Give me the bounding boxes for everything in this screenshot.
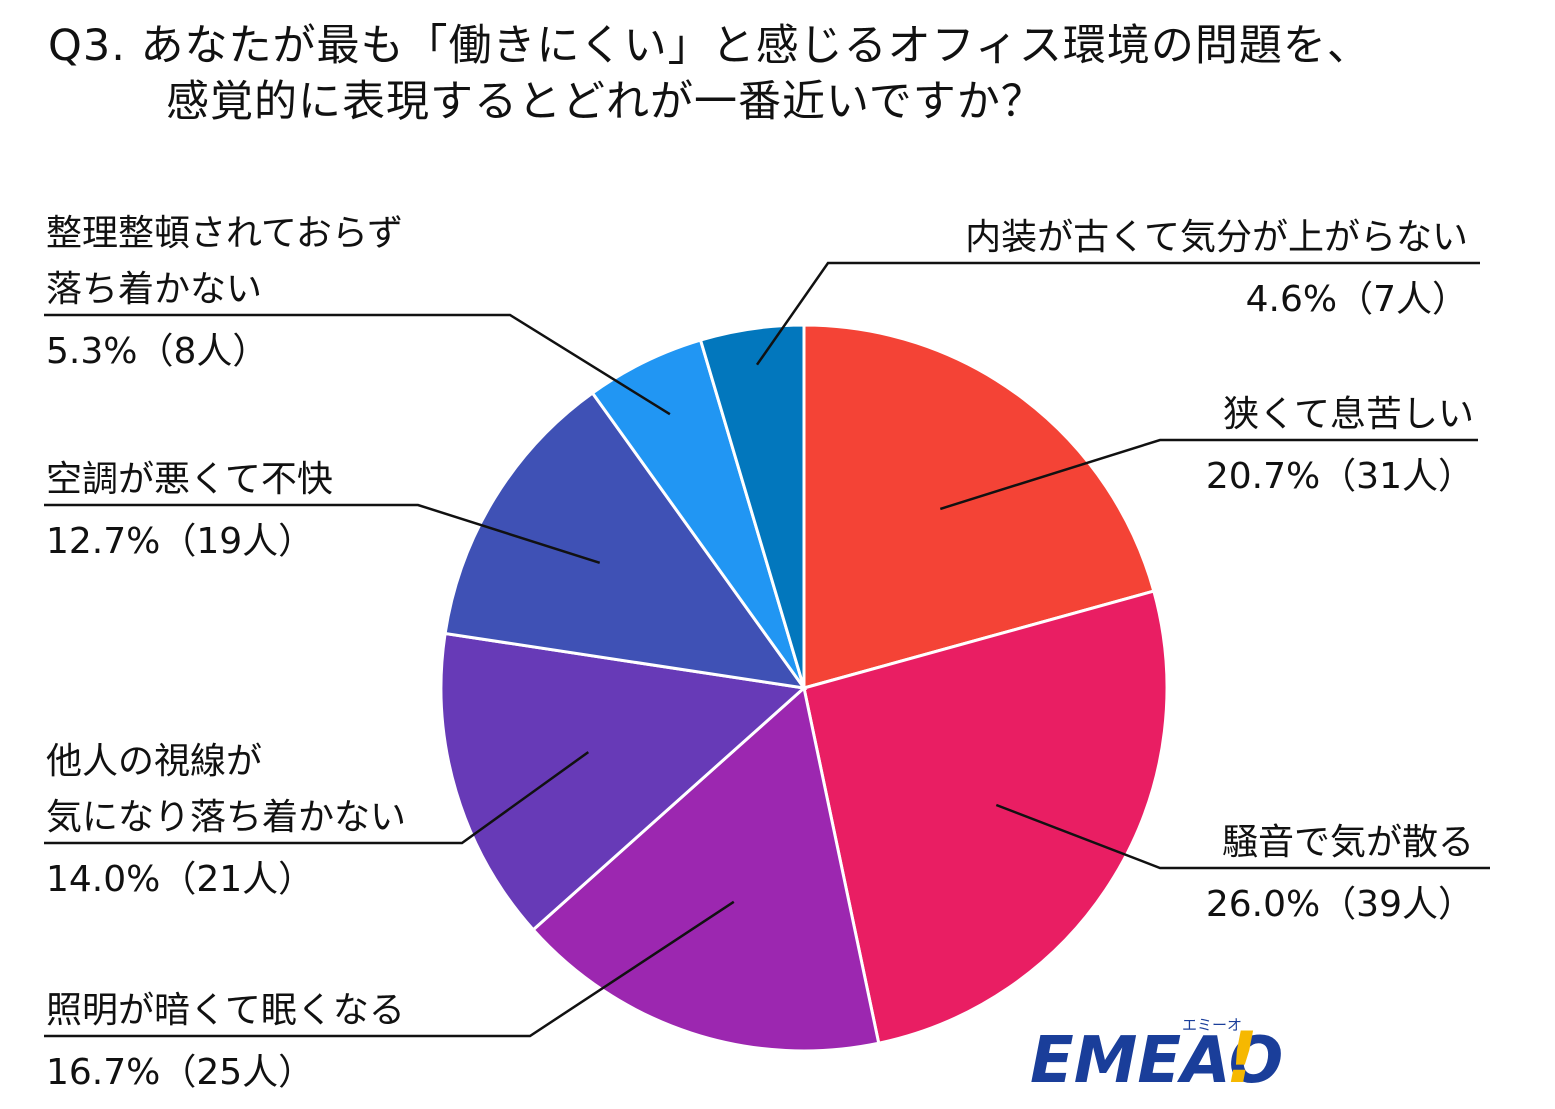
slice-value-label: 16.7%（25人） bbox=[46, 1052, 314, 1093]
slice-value-label: 20.7%（31人） bbox=[1206, 456, 1474, 497]
pie-slices bbox=[439, 323, 1169, 1053]
logo-ruby: エミーオ bbox=[1182, 1016, 1242, 1034]
logo-exclaim: ! bbox=[1226, 1017, 1258, 1099]
title-line-2: 感覚的に表現するとどれが一番近いですか？ bbox=[166, 77, 1045, 127]
slice-category-label: 気になり落ち着かない bbox=[46, 797, 406, 838]
pie-slice bbox=[698, 323, 806, 689]
slice-category-label: 他人の視線が bbox=[46, 741, 262, 782]
pie-slice bbox=[802, 589, 1169, 1045]
slice-value-label: 5.3%（8人） bbox=[46, 331, 268, 372]
slice-value-label: 4.6%（7人） bbox=[1246, 279, 1468, 320]
leader-line bbox=[44, 900, 735, 1038]
slice-category-label: 狭くて息苦しい bbox=[1223, 394, 1474, 435]
leader-line bbox=[44, 313, 671, 416]
leader-line bbox=[44, 503, 601, 564]
pie-slice bbox=[531, 685, 881, 1053]
title-line-1: Q3. あなたが最も「働きにくい」と感じるオフィス環境の問題を、 bbox=[48, 21, 1371, 71]
slice-value-label: 26.0%（39人） bbox=[1206, 884, 1474, 925]
slice-category-label: 照明が暗くて眠くなる bbox=[46, 990, 405, 1031]
slice-category-label: 空調が悪くて不快 bbox=[46, 459, 333, 500]
slice-category-label: 騒音で気が散る bbox=[1222, 822, 1474, 863]
pie-slice bbox=[443, 390, 808, 691]
chart-title: Q3. あなたが最も「働きにくい」と感じるオフィス環境の問題を、 感覚的に表現す… bbox=[48, 18, 1371, 130]
pie-slice bbox=[802, 323, 1156, 690]
leader-line bbox=[939, 438, 1478, 511]
slice-category-label: 落ち着かない bbox=[46, 269, 262, 310]
leader-line bbox=[995, 803, 1490, 870]
slice-value-label: 12.7%（19人） bbox=[46, 521, 314, 562]
slice-labels: 狭くて息苦しい 20.7%（31人） 騒音で気が散る 26.0%（39人） 照明が暗くて… bbox=[46, 213, 1474, 1093]
emeao-logo: EMEAO ! エミーオ bbox=[1030, 1016, 1283, 1099]
leader-lines bbox=[44, 261, 1490, 1038]
slice-value-label: 14.0%（21人） bbox=[46, 859, 314, 900]
slice-category-label: 整理整頓されておらず bbox=[46, 213, 403, 254]
leader-line bbox=[755, 261, 1480, 366]
leader-line bbox=[44, 751, 590, 845]
pie-slice bbox=[439, 631, 808, 932]
slice-category-label: 内装が古くて気分が上がらない bbox=[965, 217, 1468, 258]
logo-wordmark: EMEAO bbox=[1030, 1024, 1283, 1098]
